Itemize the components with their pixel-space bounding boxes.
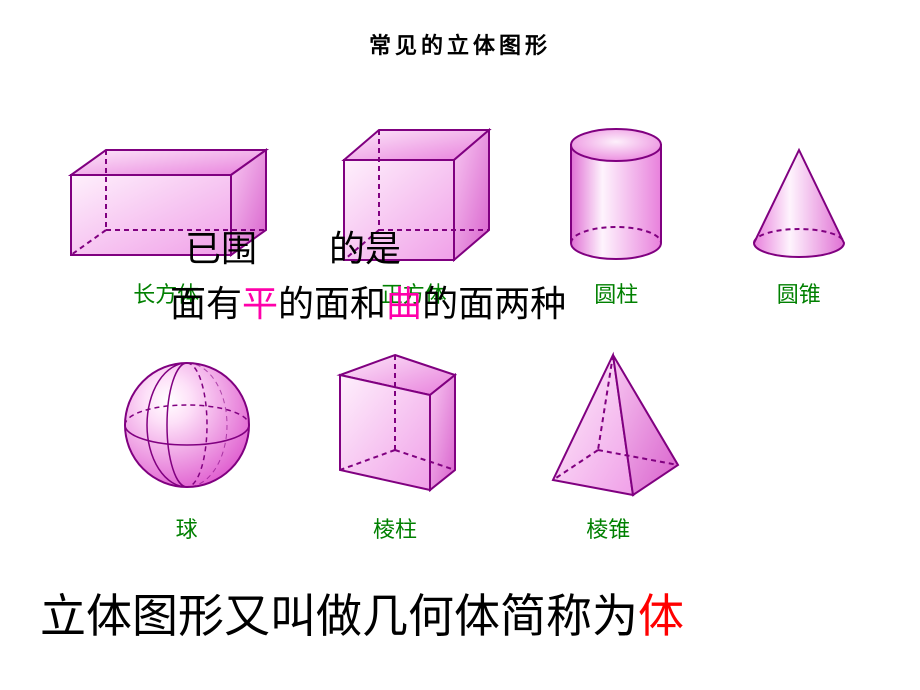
pyramid-icon: [528, 350, 688, 500]
page-title: 常见的立体图形: [0, 28, 920, 60]
pyramid-label: 棱锥: [586, 512, 630, 544]
overlay2-p3: 的面两种: [422, 284, 566, 324]
sphere-icon: [112, 350, 262, 500]
cylinder-label: 圆柱: [594, 277, 638, 309]
prism-label: 棱柱: [373, 512, 417, 544]
overlay2-hl1: 平: [242, 284, 278, 324]
shape-pyramid: 棱锥: [528, 350, 688, 544]
overlay2-p1: 面有: [170, 284, 242, 324]
shape-cylinder: 圆柱: [556, 125, 676, 309]
bottom-p1: 立体图形又叫做几何体简称为: [40, 591, 638, 642]
cylinder-icon: [556, 125, 676, 265]
cone-label: 圆锥: [777, 277, 821, 309]
shape-cone: 圆锥: [739, 145, 859, 309]
shape-sphere: 球: [112, 350, 262, 544]
overlay1-gap: [257, 229, 329, 269]
cone-icon: [739, 145, 859, 265]
prism-icon: [325, 350, 465, 500]
sphere-label: 球: [176, 512, 198, 544]
overlay1-hl: [401, 229, 437, 269]
overlay-line-1: 已围 的是: [185, 220, 437, 272]
bottom-hl: 体: [638, 591, 684, 642]
overlay1-text: 已围: [185, 229, 257, 269]
overlay2-p2: 的面和: [278, 284, 386, 324]
bottom-line: 立体图形又叫做几何体简称为体: [40, 580, 684, 646]
shape-prism: 棱柱: [325, 350, 465, 544]
shapes-row-2: 球 棱柱 棱锥: [80, 350, 720, 544]
overlay1-text2: 的是: [329, 229, 401, 269]
overlay2-hl2: 曲: [386, 284, 422, 324]
overlay-line-2: 面有平的面和曲的面两种: [170, 275, 566, 327]
